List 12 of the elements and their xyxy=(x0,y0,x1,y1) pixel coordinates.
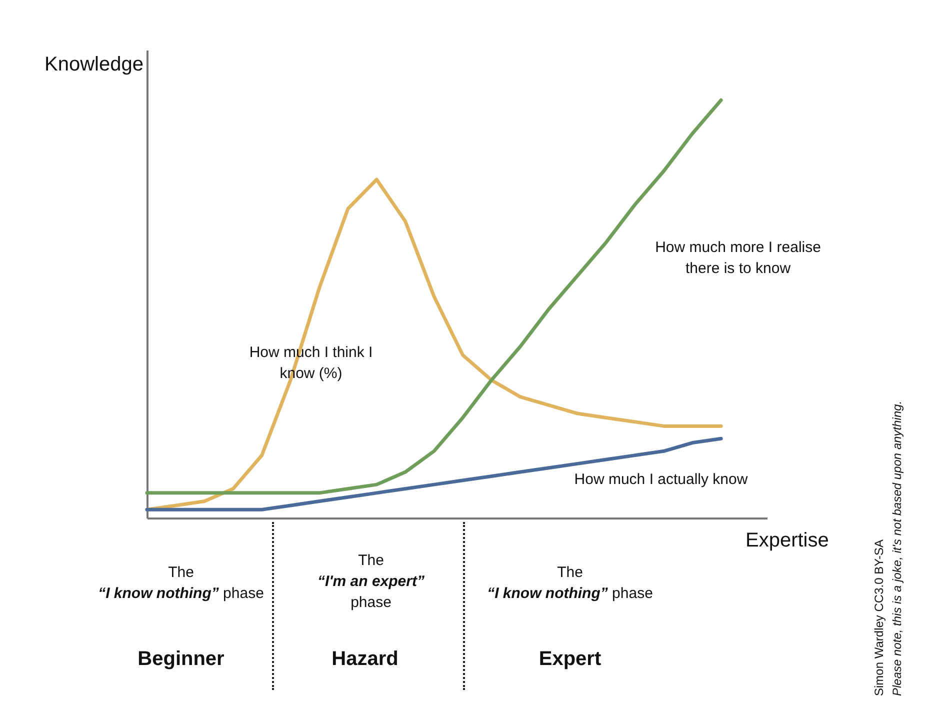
text: Please note, this is a joke, it's not based upon anything. xyxy=(890,400,904,696)
y-axis-title: Knowledge xyxy=(44,54,144,76)
text: The “I know nothing” phase xyxy=(487,563,653,604)
text: The “I know nothing” phase xyxy=(98,563,264,604)
series-label: How much I actually know xyxy=(574,471,748,488)
text: Expert xyxy=(538,648,602,671)
text: The “I'm an expert” phase xyxy=(318,551,424,613)
text: Beginner xyxy=(138,648,224,671)
text: Hazard xyxy=(332,648,398,671)
text: Simon Wardley CC3.0 BY-SA xyxy=(872,539,886,696)
x-axis-title: Expertise xyxy=(746,530,829,552)
text: How much more I realise there is to know xyxy=(655,239,821,277)
